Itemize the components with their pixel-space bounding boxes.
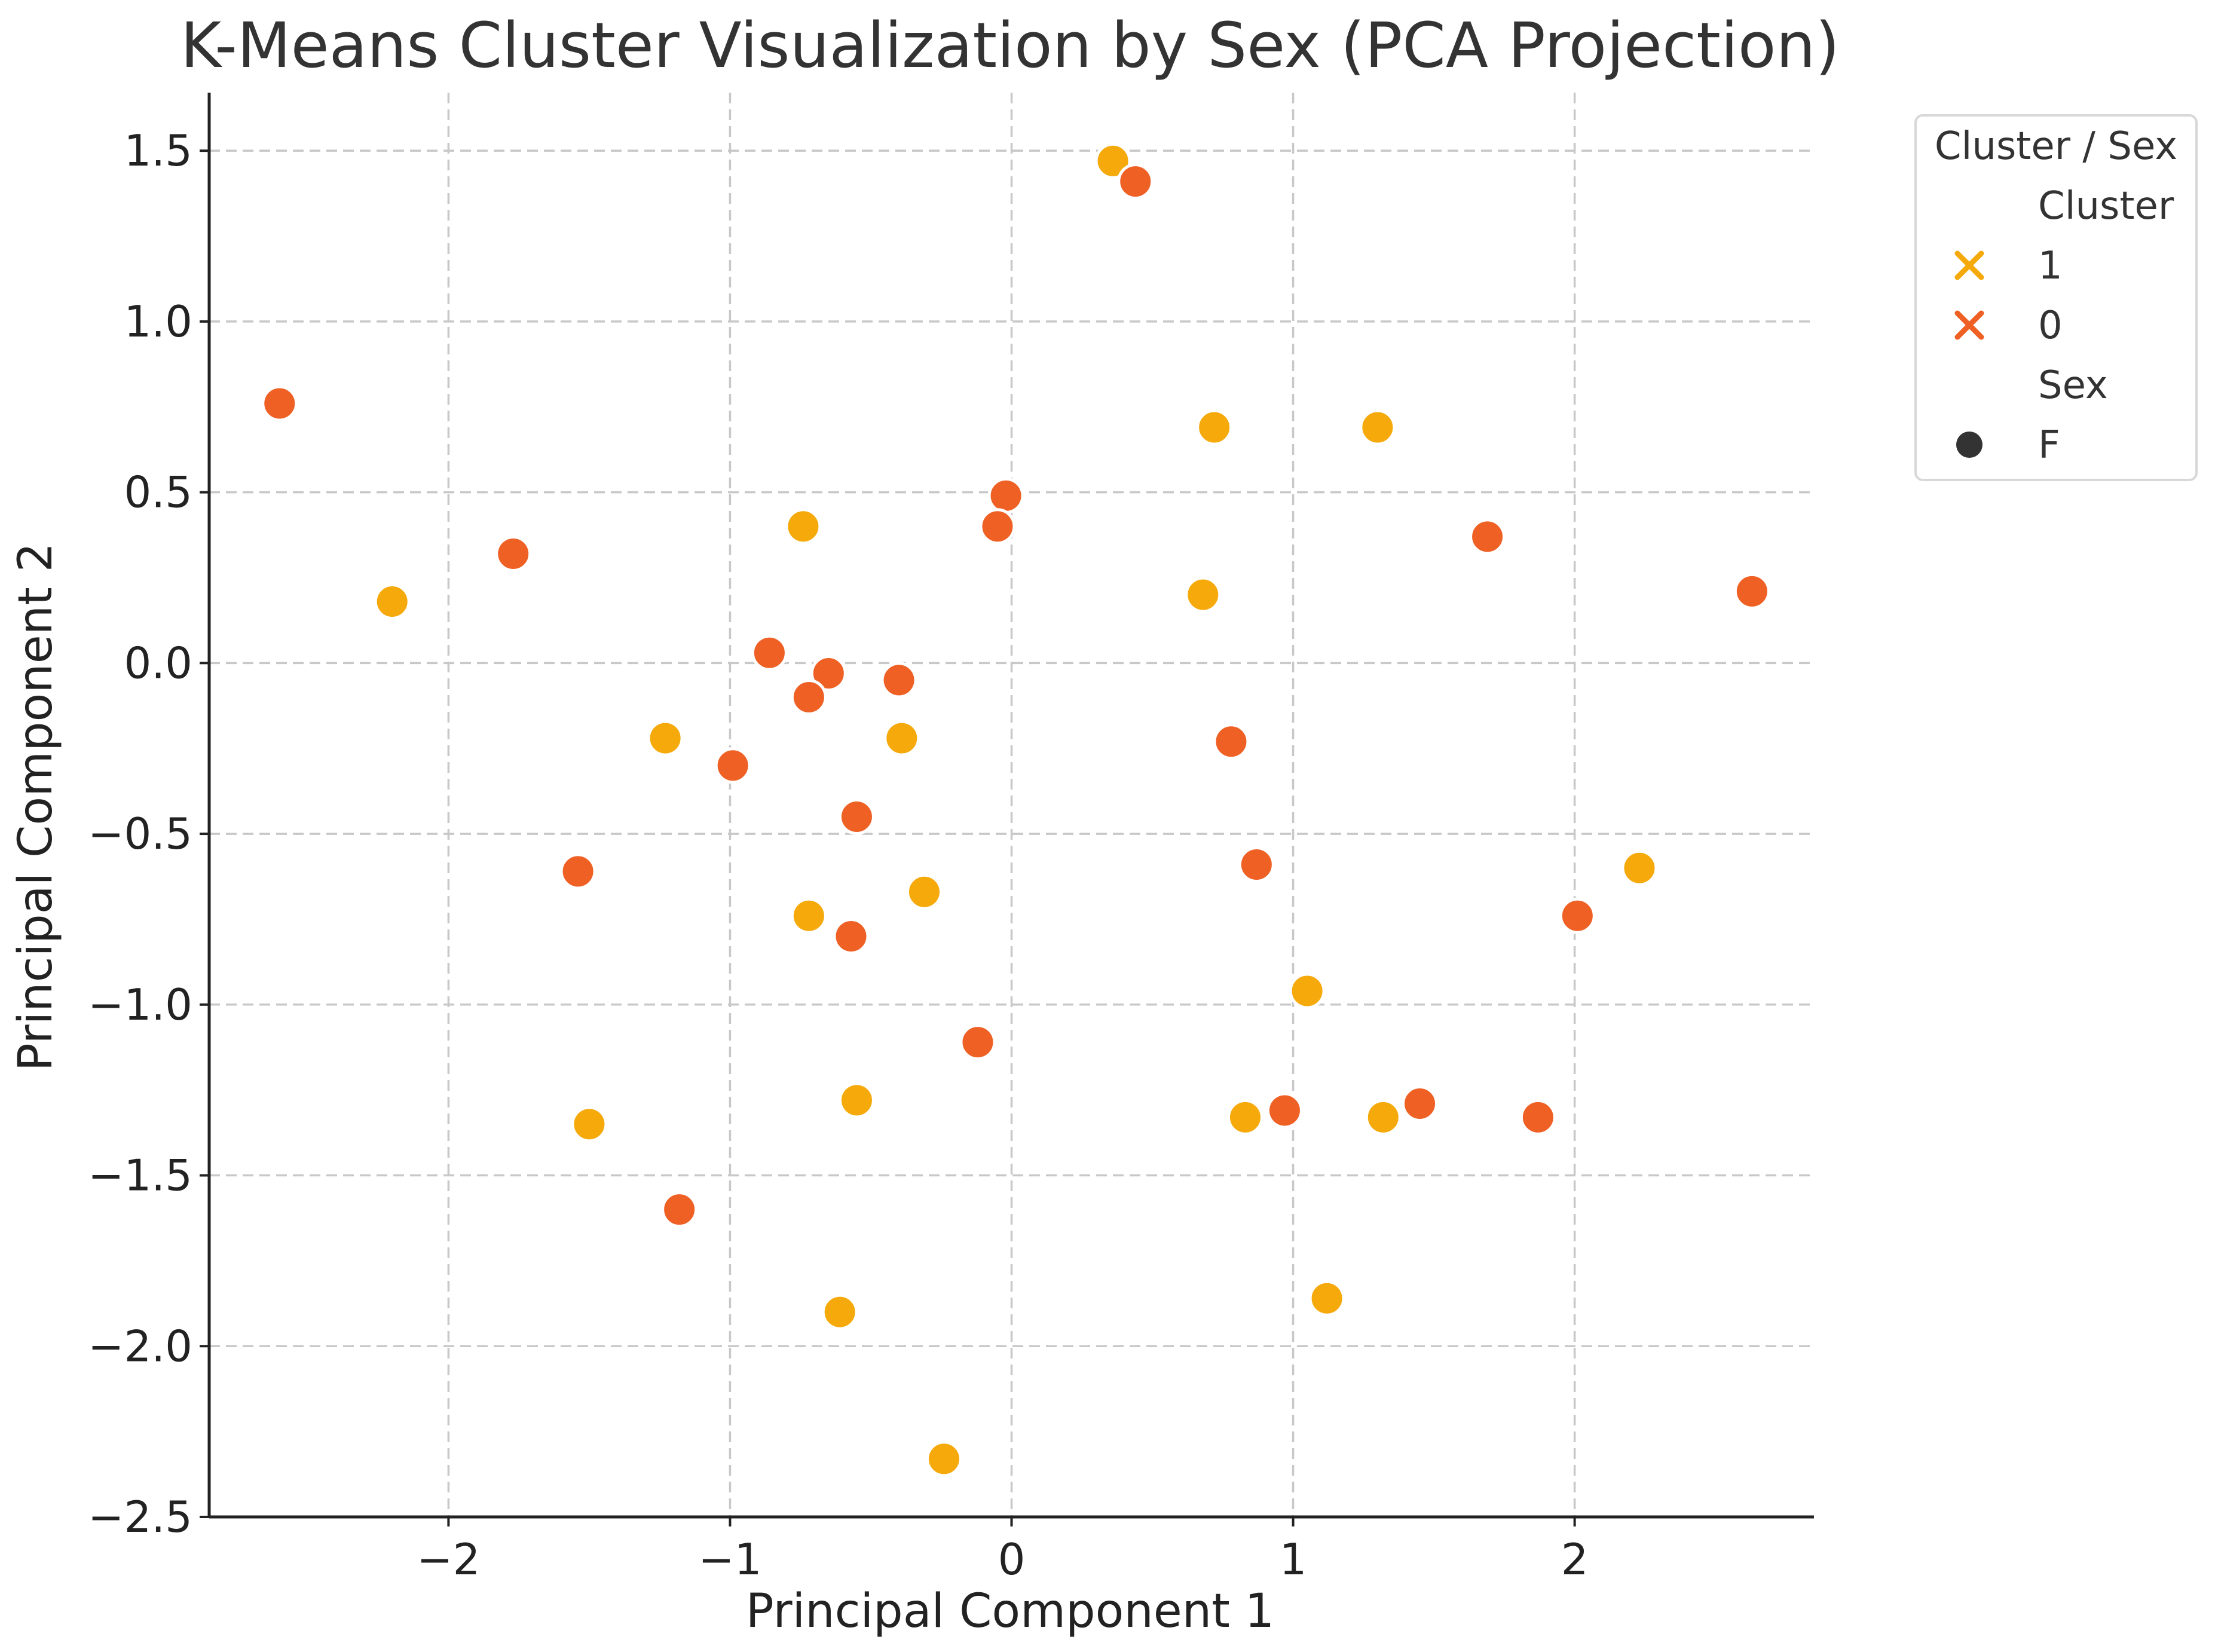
data-point-cluster-1 [905,873,943,910]
data-point-cluster-0 [1559,897,1596,934]
data-point-cluster-0 [833,918,870,955]
x-tick-label: −2 [417,1534,480,1584]
data-point-cluster-0 [261,385,298,422]
data-point-cluster-0 [495,535,532,572]
data-point-cluster-0 [1469,518,1506,555]
legend-circle-marker [1956,432,1983,458]
y-tick-label: 0.5 [124,467,192,518]
legend-x-marker [1954,310,1984,340]
data-point-cluster-1 [785,508,822,545]
data-point-cluster-1 [1289,972,1326,1009]
x-tick-label: 1 [1280,1534,1307,1584]
data-point-cluster-0 [790,678,827,715]
legend-x-marker [1954,250,1984,280]
legend-entry-label: F [2038,423,2060,467]
data-point-cluster-1 [1308,1280,1345,1317]
data-point-cluster-0 [1213,723,1250,760]
data-point-cluster-0 [987,477,1024,514]
data-point-cluster-0 [1733,573,1770,610]
data-point-cluster-0 [838,799,875,836]
legend-entry-label: 0 [2038,304,2063,348]
legend-entries: Cluster 1 0 Sex F [1954,184,2174,467]
y-tick-label: −1.5 [88,1151,192,1201]
data-point-cluster-0 [979,508,1016,545]
data-point-cluster-0 [1238,846,1275,883]
data-point-cluster-1 [838,1082,875,1119]
data-point-cluster-0 [1117,163,1154,200]
y-tick-label: −2.5 [88,1492,192,1542]
x-ticks: −2 −1 0 1 2 [417,1517,1589,1584]
data-point-cluster-1 [821,1293,858,1330]
y-tick-label: −1.0 [88,980,192,1030]
data-point-cluster-1 [374,583,411,620]
data-point-cluster-1 [1359,409,1396,446]
data-point-cluster-0 [1519,1099,1556,1136]
data-point-cluster-0 [810,654,847,692]
data-point-cluster-0 [661,1191,698,1228]
x-axis-label: Principal Component 1 [746,1584,1274,1638]
data-point-cluster-1 [647,720,684,757]
data-point-cluster-1 [790,897,827,934]
grid-lines [209,93,1814,1517]
data-point-cluster-0 [1266,1092,1303,1129]
data-point-cluster-0 [751,634,788,671]
data-point-cluster-1 [925,1440,962,1477]
data-point-cluster-0 [1402,1085,1439,1122]
data-point-cluster-1 [1185,576,1222,613]
x-tick-label: 2 [1561,1534,1589,1584]
y-ticks: 1.5 1.0 0.5 0.0 −0.5 −1.0 −1.5 −2.0 −2.5 [88,126,209,1542]
x-tick-label: −1 [698,1534,761,1584]
data-points [261,142,1770,1477]
data-point-cluster-0 [880,662,917,699]
data-point-cluster-1 [1094,142,1131,179]
data-point-cluster-0 [959,1024,996,1061]
legend: Cluster / Sex Cluster 1 0 Sex F [1914,114,2198,481]
data-point-cluster-1 [1621,849,1658,886]
legend-section-heading: Cluster [2038,184,2174,228]
data-point-cluster-0 [714,747,751,784]
data-point-cluster-1 [883,720,920,757]
y-tick-label: 0.0 [124,638,192,688]
x-tick-label: 0 [998,1534,1026,1584]
data-point-cluster-1 [571,1106,608,1143]
y-tick-label: 1.5 [124,126,192,176]
data-point-cluster-1 [1365,1099,1402,1136]
y-tick-label: −0.5 [88,809,192,859]
legend-entry-label: 1 [2038,244,2063,288]
y-axis-label: Principal Component 2 [9,543,63,1071]
y-tick-label: −2.0 [88,1321,192,1371]
y-tick-label: 1.0 [124,296,192,347]
data-point-cluster-1 [1196,409,1233,446]
data-point-cluster-1 [1226,1099,1263,1136]
legend-title: Cluster / Sex [1935,124,2177,169]
chart-title: K-Means Cluster Visualization by Sex (PC… [180,9,1840,82]
legend-box [1914,114,2198,481]
data-point-cluster-0 [559,853,596,890]
legend-section-heading: Sex [2038,363,2108,408]
